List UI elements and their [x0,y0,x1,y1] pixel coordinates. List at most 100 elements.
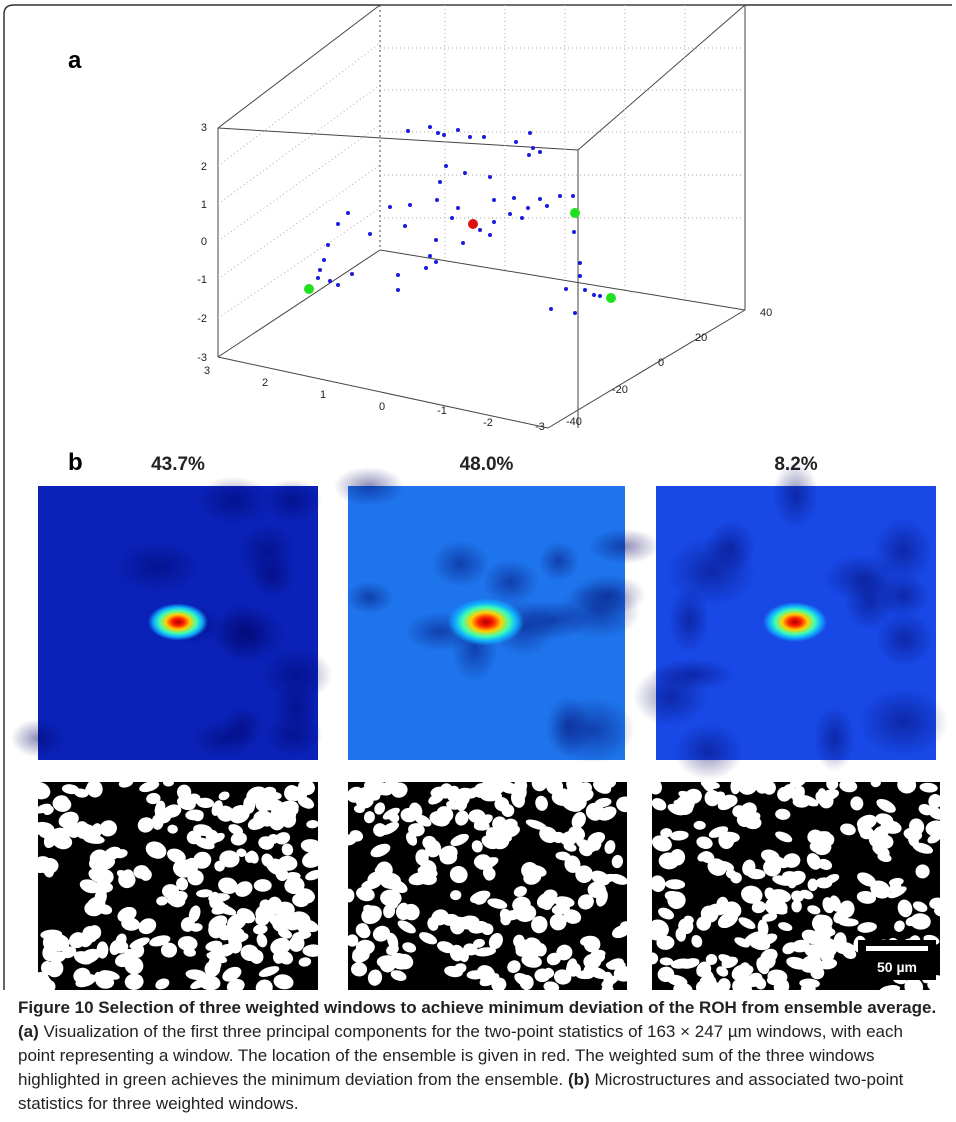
grain [356,886,375,902]
grain [904,977,924,990]
grain [99,820,117,837]
grain [925,820,940,837]
grain [236,848,247,857]
grain [270,937,291,955]
grain [546,782,564,795]
grain [277,855,298,871]
grain [94,888,107,906]
grain [160,942,178,958]
heatmap-texture [875,611,934,667]
grain [355,923,370,937]
grain [670,830,689,841]
grain [453,963,467,974]
grain [298,957,312,967]
grain [928,793,940,809]
grain [190,977,211,990]
grain [374,863,388,874]
grain [876,798,896,813]
grain [376,955,397,969]
z-tick-label: 1 [201,199,207,211]
grain [658,907,674,920]
grain [857,821,871,839]
grain [83,834,105,844]
grain [419,932,438,945]
grain [154,800,166,818]
grain [450,833,469,846]
grain [68,932,87,949]
grain [489,782,505,795]
heatmap-texture [813,705,855,772]
grain [405,831,418,846]
grain [226,978,245,990]
grain [88,868,108,883]
grain [196,889,213,898]
grain [736,812,752,828]
grain [247,816,267,830]
grain [390,970,407,981]
grain [455,810,469,826]
grain [118,782,134,788]
grain [117,906,137,923]
grain [606,958,624,970]
grain [894,920,905,932]
grain [138,918,157,935]
grain [146,792,161,805]
grain [525,819,547,830]
grain [559,788,570,803]
x-tick-label: -3 [535,421,545,433]
caption: Figure 10 Selection of three weighted wi… [18,996,943,1116]
grain [877,852,892,863]
grain [118,871,136,889]
grain [109,940,122,956]
heatmap-texture [772,461,819,529]
grain [718,831,735,849]
grain [300,839,318,853]
grain [355,939,375,955]
grain [652,835,672,852]
grain [764,887,777,901]
grain [196,797,214,809]
grain [488,933,503,950]
grain [587,966,608,979]
grain [571,792,587,810]
grain [425,839,442,858]
grain [300,920,314,933]
x-tick-label: -1 [437,405,447,417]
grain [741,885,763,904]
grain [61,946,77,959]
grain [870,880,891,899]
grain [385,782,399,789]
grain [439,783,453,799]
grain [253,879,272,892]
grain [473,938,485,948]
grain [161,884,180,899]
z-tick-label: -2 [197,313,207,325]
grain [611,854,624,869]
grain [912,901,928,912]
grain [124,973,144,990]
grain [541,898,553,911]
grain [575,865,593,883]
grain [696,836,713,849]
grain [492,816,507,832]
grain [499,908,512,923]
grain [657,966,675,983]
grain [58,811,79,829]
caption-part-text: Visualization of the first three princip… [18,1022,903,1089]
heatmap-peak [448,598,524,646]
grain [927,980,940,990]
grain [563,842,577,852]
grain [75,974,97,988]
grain [789,782,807,788]
grain [760,948,778,964]
grain [52,795,70,811]
grain [162,782,174,787]
grain [771,905,788,915]
grain [367,969,383,986]
grain [236,908,256,924]
grain [738,917,756,929]
grain [721,956,738,969]
y-tick-label: 20 [695,332,707,344]
grain [717,911,739,929]
grain [720,794,738,808]
